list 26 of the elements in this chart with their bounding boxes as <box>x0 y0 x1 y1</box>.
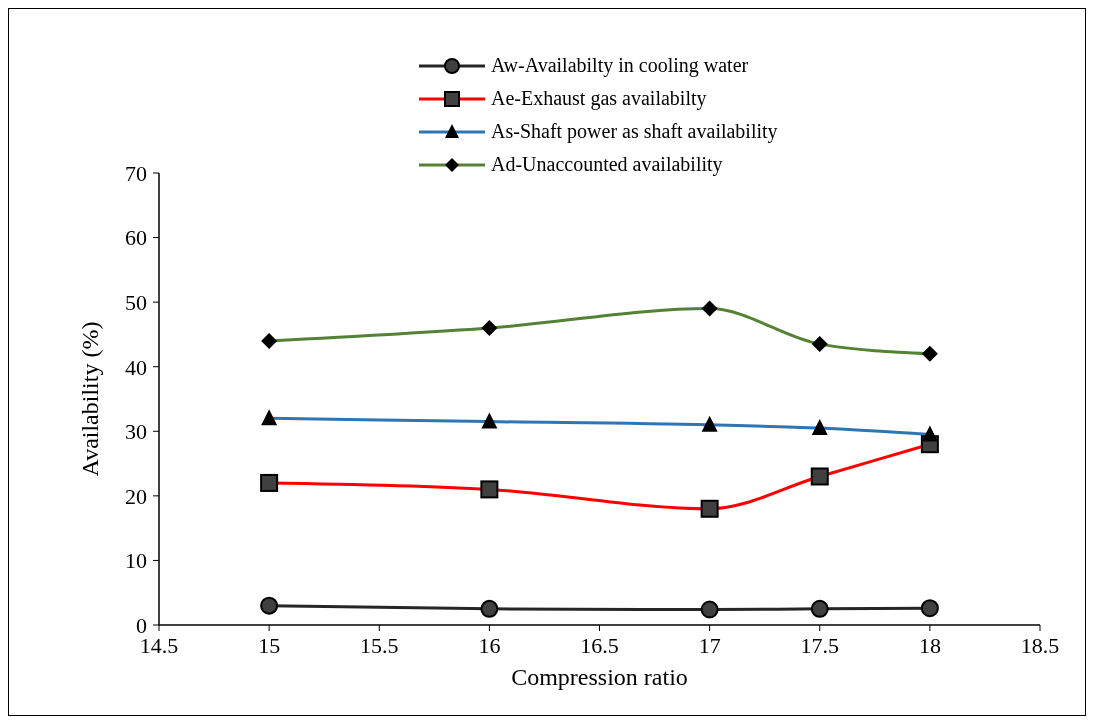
x-tick-label: 16 <box>478 632 501 658</box>
y-tick-label: 20 <box>125 483 147 509</box>
y-tick-label: 70 <box>125 160 147 186</box>
point <box>700 600 719 619</box>
x-tick-label: 16.5 <box>580 632 619 658</box>
point <box>810 599 829 618</box>
x-tick-label: 17 <box>698 632 721 658</box>
x-tick-label: 18 <box>918 632 941 658</box>
y-tick-label: 50 <box>125 289 147 315</box>
x-tick-label: 18.5 <box>1020 632 1060 658</box>
x-tick-label: 15.5 <box>360 632 399 658</box>
y-tick-label: 60 <box>125 225 147 251</box>
y-tick-label: 10 <box>125 548 147 574</box>
x-axis-title: Compression ratio <box>511 664 688 690</box>
y-tick-label: 40 <box>125 354 147 380</box>
y-axis-title: Availability (%) <box>76 321 103 477</box>
legend-label: Ae-Exhaust gas availabilty <box>491 87 707 110</box>
x-tick-label: 15 <box>258 632 281 658</box>
legend-label: Ad-Unaccounted availability <box>491 153 723 176</box>
point <box>480 599 499 618</box>
point <box>260 596 279 615</box>
legend-label: As-Shaft power as shaft availability <box>491 120 778 143</box>
point <box>920 599 939 618</box>
legend-label: Aw-Availabilty in cooling water <box>491 54 749 77</box>
y-tick-label: 30 <box>125 419 147 445</box>
x-tick-label: 17.5 <box>800 632 839 658</box>
